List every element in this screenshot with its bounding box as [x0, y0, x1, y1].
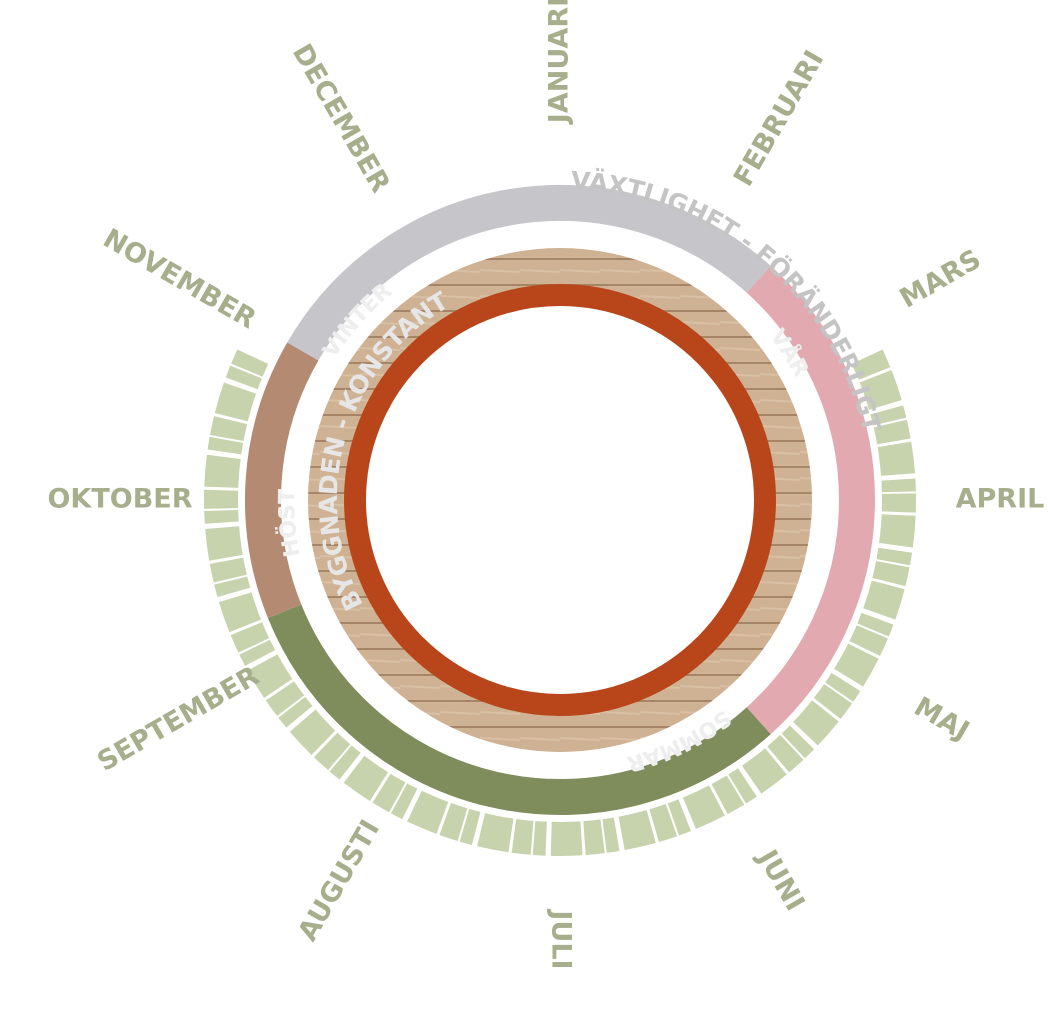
month-label: OKTOBER [47, 484, 192, 515]
month-label: JULI [546, 908, 577, 969]
month-label: APRIL [956, 484, 1045, 515]
month-label: MAJ [909, 691, 975, 747]
month-label: SEPTEMBER [92, 660, 265, 778]
month-label: DECEMBER [286, 39, 396, 198]
month-label: MARS [895, 244, 987, 315]
month-label: JANUARI [544, 0, 575, 125]
season-wheel: JANUARI FEBRUARI MARS APRIL MAJ JUNI JULI AUGUS… [0, 0, 1048, 1012]
month-label: NOVEMBER [98, 223, 262, 335]
month-label: AUGUSTI [292, 815, 386, 947]
month-label: JUNI [750, 843, 810, 916]
month-label: FEBRUARI [728, 45, 830, 191]
building-ring [355, 295, 765, 705]
